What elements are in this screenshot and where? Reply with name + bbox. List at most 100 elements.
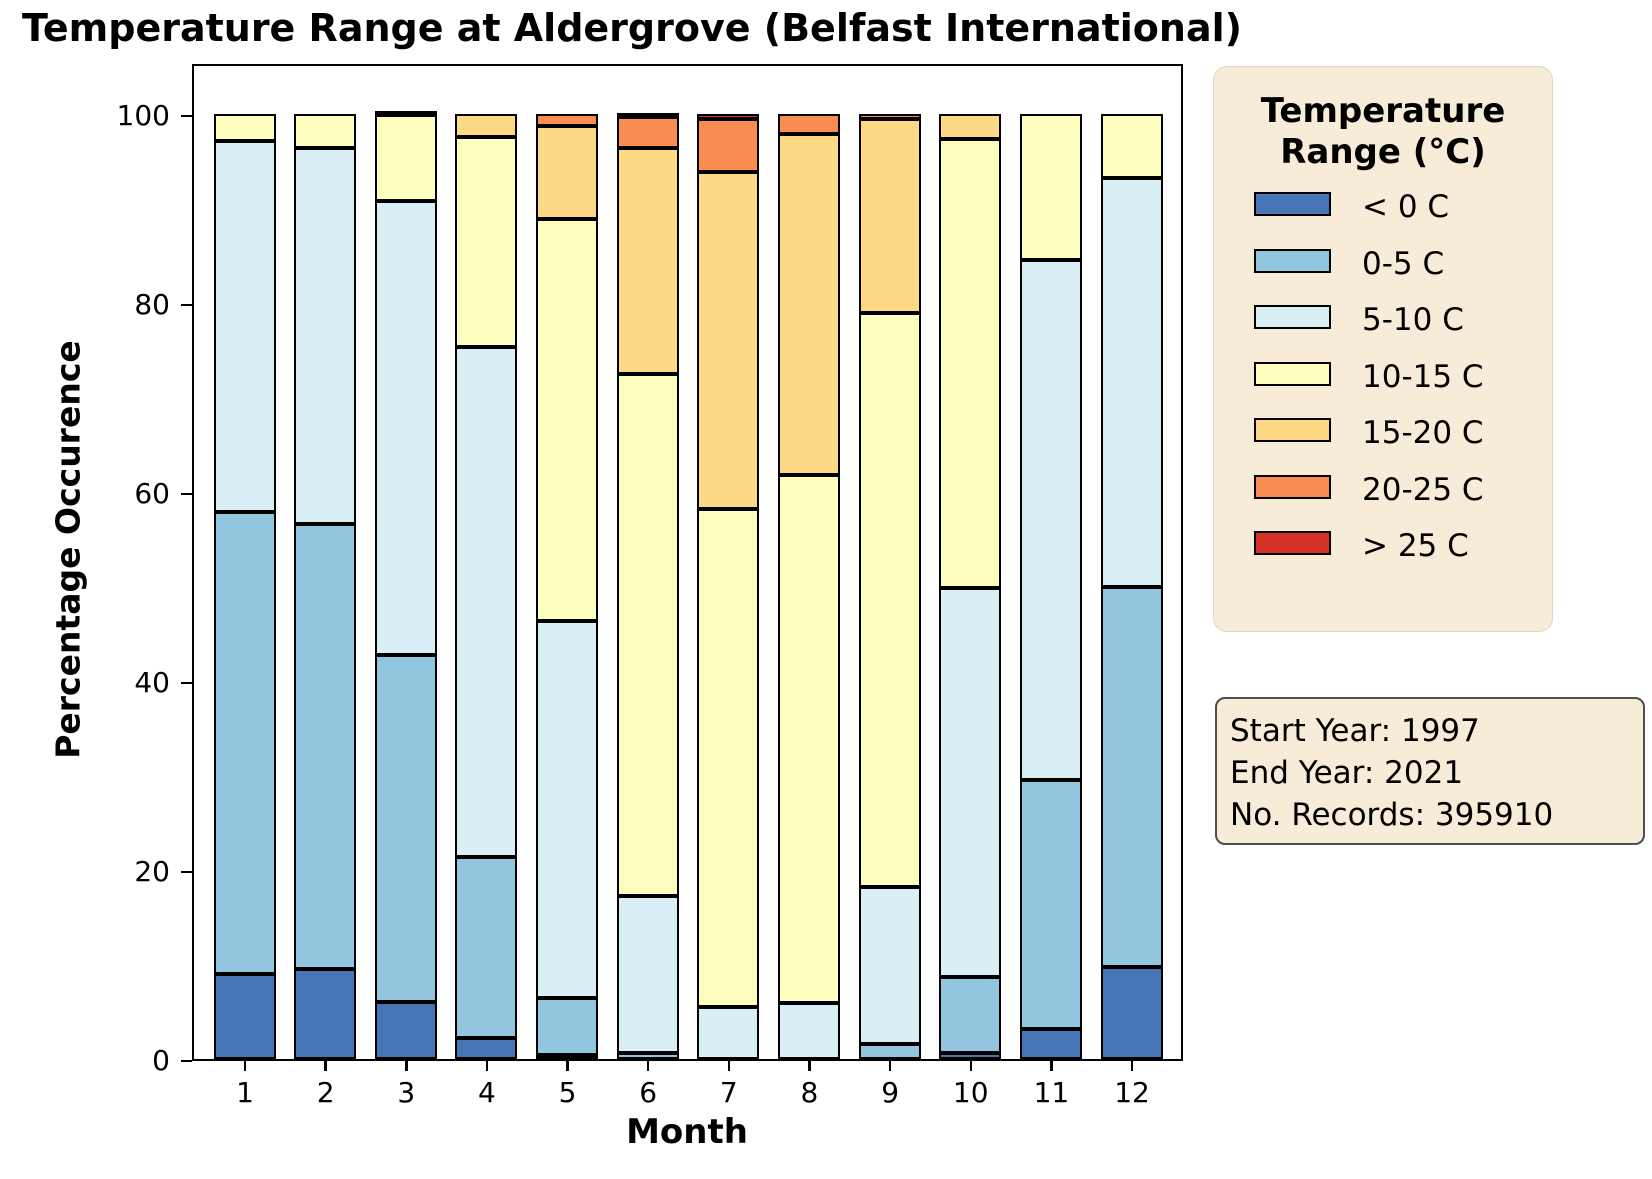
- bar-segment-<0C: [213, 973, 276, 1059]
- bar-segment-15-20C: [536, 126, 599, 219]
- bar-month-2: [294, 67, 357, 1059]
- bar-segment-20-25C: [777, 114, 840, 134]
- x-tick-mark: [1050, 1061, 1053, 1071]
- bar-segment-10-15C: [455, 136, 518, 348]
- bar-segment-5-10C: [777, 1003, 840, 1059]
- bar-month-6: [616, 67, 679, 1059]
- bar-segment-<0C: [939, 1053, 1002, 1059]
- x-tick-label: 5: [558, 1076, 577, 1109]
- bar-segment-15-20C: [616, 148, 679, 374]
- x-tick-mark: [727, 1061, 731, 1071]
- bar-month-5: [536, 67, 599, 1059]
- legend-swatch: [1254, 248, 1331, 273]
- legend-title: Temperature Range (°C): [1260, 91, 1506, 173]
- plot-area: [192, 64, 1183, 1061]
- x-tick-mark: [888, 1061, 892, 1071]
- y-tick-label: 100: [116, 99, 170, 132]
- bar-segment-10-15C: [213, 114, 276, 142]
- bar-segment-5-10C: [697, 1007, 760, 1059]
- bar-segment-0-5C: [616, 1053, 679, 1059]
- y-axis-label: Percentage Occurence: [48, 340, 88, 759]
- bar-segment-10-15C: [939, 138, 1002, 589]
- legend-label: 0-5 C: [1362, 245, 1445, 282]
- bar-segment-5-10C: [374, 200, 437, 655]
- x-tick-label: 1: [236, 1076, 254, 1109]
- x-tick-label: 4: [477, 1076, 496, 1109]
- x-tick-mark: [243, 1061, 247, 1071]
- bar-segment-20-25C: [858, 114, 921, 119]
- bar-segment-0-5C: [294, 524, 357, 970]
- legend-swatch: [1254, 531, 1331, 555]
- x-tick-label: 10: [952, 1076, 989, 1109]
- bar-segment-10-15C: [374, 114, 437, 201]
- y-tick-label: 40: [134, 666, 170, 699]
- x-tick-mark: [485, 1061, 489, 1071]
- bar-segment-10-15C: [536, 218, 599, 622]
- bar-segment-0-5C: [1100, 586, 1163, 968]
- bar-segment-0-5C: [858, 1043, 921, 1059]
- legend-swatch: [1254, 192, 1331, 216]
- y-tick-mark: [181, 870, 192, 874]
- bar-segment-<0C: [294, 969, 357, 1059]
- y-tick-label: 60: [134, 477, 170, 510]
- chart-title: Temperature Range at Aldergrove (Belfast…: [22, 6, 1242, 50]
- legend-swatch: [1254, 474, 1331, 499]
- bar-segment-15-20C: [939, 114, 1002, 139]
- bar-segment-10-15C: [858, 313, 921, 888]
- bar-segment-20-25C: [697, 118, 760, 172]
- bar-segment-15-20C: [777, 133, 840, 475]
- bar-segment-15-20C: [858, 118, 921, 314]
- bar-segment->25C: [616, 112, 679, 117]
- bar-segment-10-15C: [1019, 114, 1082, 260]
- info-start-year: Start Year: 1997: [1230, 713, 1480, 749]
- legend-label: 15-20 C: [1362, 415, 1484, 451]
- x-tick-mark: [405, 1061, 408, 1071]
- y-tick-label: 20: [134, 855, 170, 888]
- bar-month-4: [455, 67, 518, 1059]
- x-tick-label: 11: [1033, 1076, 1070, 1109]
- bar-segment-5-10C: [536, 621, 599, 998]
- bar-segment-<0C: [536, 1055, 599, 1059]
- bar-segment-10-15C: [294, 114, 357, 149]
- bar-segment-15-20C: [374, 110, 437, 115]
- y-tick-mark: [181, 114, 192, 118]
- bar-segment-0-5C: [939, 976, 1002, 1054]
- y-tick-mark: [181, 681, 192, 685]
- bar-segment-0-5C: [536, 997, 599, 1056]
- bar-month-7: [697, 67, 760, 1059]
- x-tick-mark: [566, 1061, 569, 1071]
- bar-segment-10-15C: [777, 475, 840, 1004]
- bar-segment-0-5C: [1019, 780, 1082, 1029]
- x-tick-mark: [969, 1061, 972, 1071]
- bar-segment->25C: [697, 114, 760, 119]
- x-tick-label: 6: [639, 1076, 658, 1109]
- bar-month-8: [777, 67, 840, 1059]
- x-tick-label: 12: [1114, 1076, 1150, 1109]
- x-tick-mark: [646, 1061, 650, 1071]
- x-tick-label: 3: [397, 1076, 416, 1109]
- x-tick-label: 9: [881, 1076, 900, 1109]
- bar-segment-15-20C: [697, 171, 760, 510]
- legend-swatch: [1254, 361, 1331, 386]
- y-tick-mark: [181, 1059, 192, 1063]
- bar-segment-5-10C: [294, 148, 357, 525]
- legend-label: 10-15 C: [1362, 358, 1484, 395]
- info-end-year: End Year: 2021: [1230, 755, 1464, 791]
- x-tick-mark: [808, 1061, 811, 1071]
- bar-segment-<0C: [1100, 967, 1163, 1059]
- bar-segment-15-20C: [455, 114, 518, 137]
- bar-segment-<0C: [374, 1002, 437, 1059]
- y-tick-label: 0: [152, 1044, 170, 1077]
- bar-segment-<0C: [1019, 1028, 1082, 1059]
- x-axis-label: Month: [626, 1112, 748, 1152]
- bar-segment-<0C: [455, 1038, 518, 1059]
- legend-label: 20-25 C: [1362, 471, 1484, 508]
- x-tick-label: 7: [719, 1076, 738, 1109]
- legend-label: < 0 C: [1362, 189, 1450, 225]
- bar-segment-0-5C: [213, 511, 276, 974]
- bar-segment-10-15C: [697, 509, 760, 1008]
- info-box: Start Year: 1997 End Year: 2021 No. Reco…: [1215, 697, 1645, 845]
- bar-segment-5-10C: [213, 141, 276, 512]
- bar-segment-20-25C: [616, 116, 679, 149]
- bar-month-1: [213, 67, 276, 1059]
